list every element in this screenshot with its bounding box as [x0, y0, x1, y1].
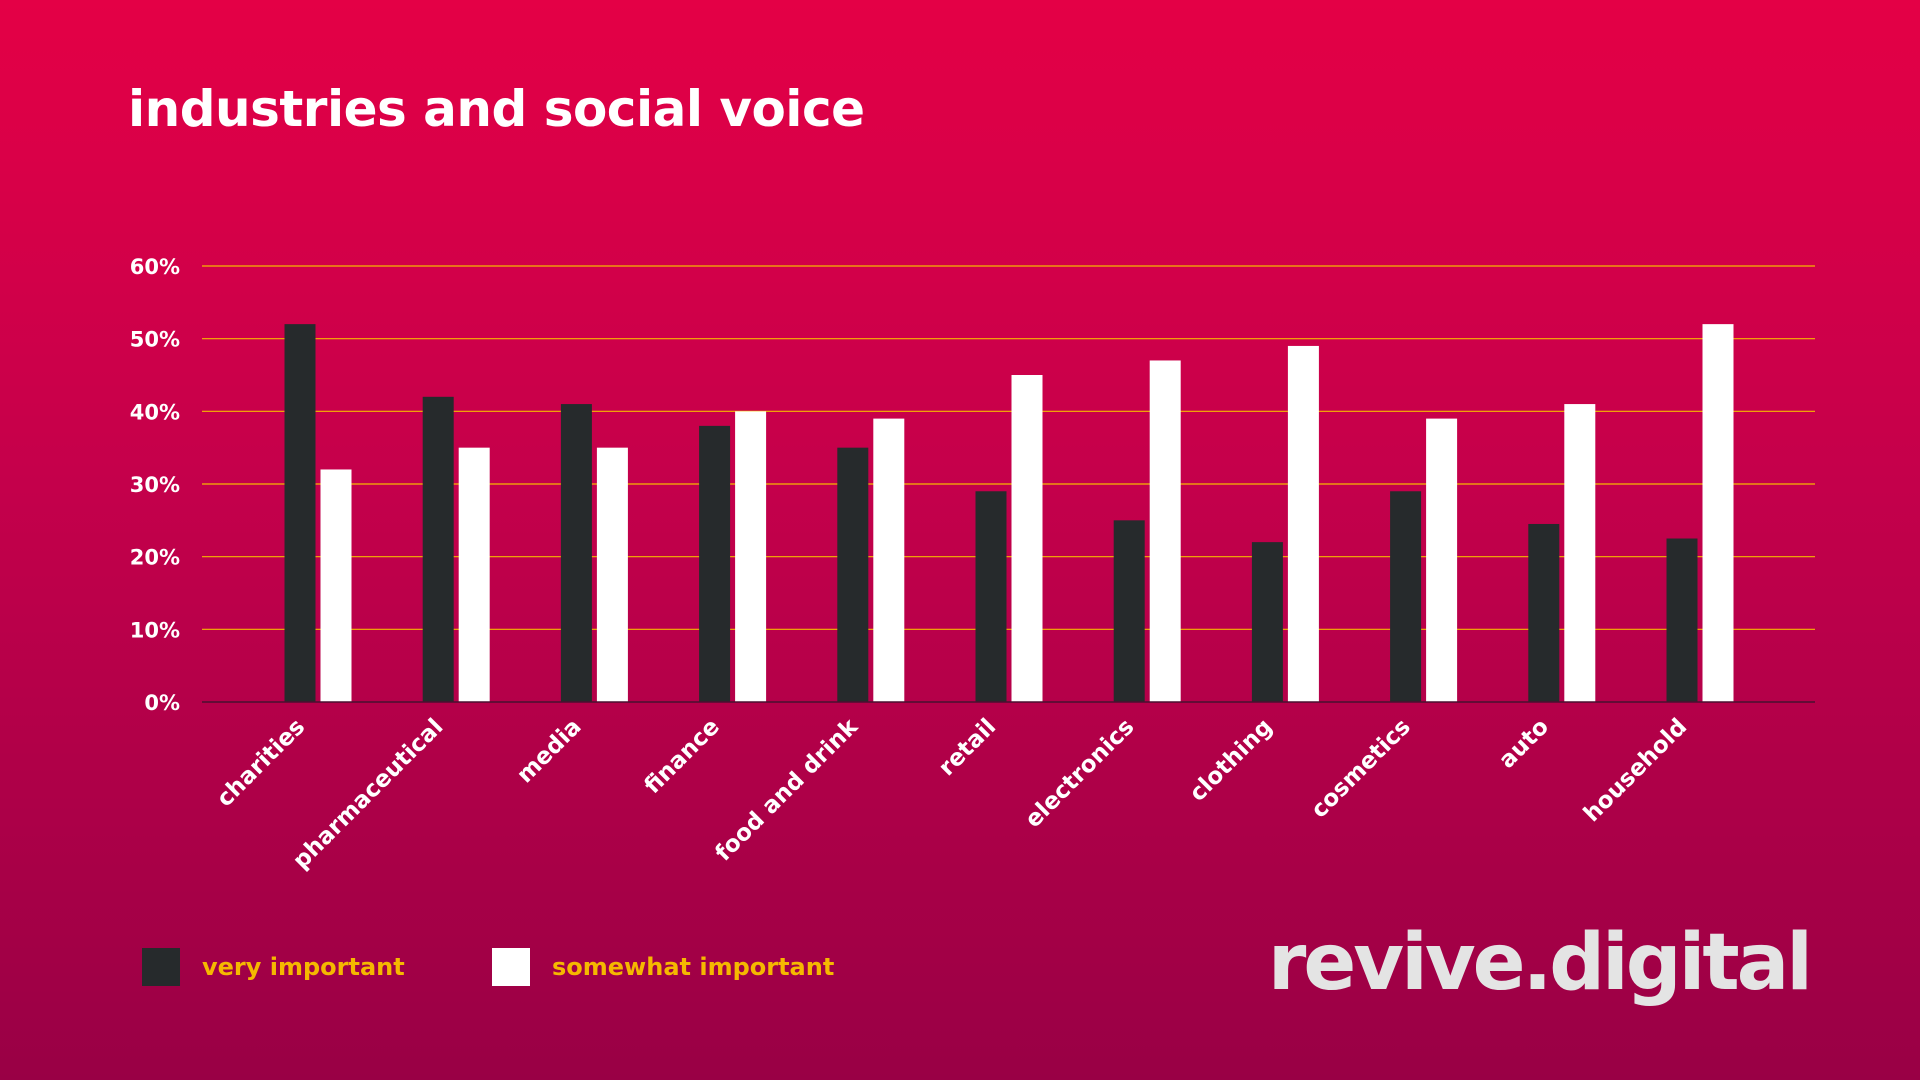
bar-very-important [975, 491, 1007, 702]
bar-somewhat-important [873, 418, 905, 702]
bar-very-important [1390, 491, 1422, 702]
x-tick-label: food and drink [710, 713, 863, 866]
bar-very-important [422, 396, 454, 702]
x-tick-label: retail [934, 714, 1001, 781]
chart-title: industries and social voice [128, 80, 865, 138]
legend-swatch-somewhat-important [492, 948, 530, 986]
y-tick-label: 40% [130, 400, 180, 424]
bar-very-important [1113, 520, 1145, 702]
y-tick-label: 20% [130, 546, 180, 570]
bar-somewhat-important [1426, 418, 1458, 702]
x-tick-label: media [512, 714, 587, 789]
bar-very-important [284, 324, 316, 702]
bar-very-important [837, 447, 869, 702]
legend-swatch-very-important [142, 948, 180, 986]
legend-label-very-important: very important [202, 953, 405, 981]
bars [284, 324, 1734, 702]
bar-very-important [699, 425, 731, 702]
x-tick-label: finance [640, 714, 725, 799]
x-tick-label: electronics [1020, 714, 1139, 833]
x-tick-label: household [1579, 714, 1692, 827]
bar-somewhat-important [1702, 324, 1734, 702]
y-tick-label: 30% [130, 473, 180, 497]
bar-very-important [1528, 523, 1560, 702]
bar-somewhat-important [320, 469, 352, 702]
revive-digital-logo: revive.digital [1267, 918, 1813, 1008]
bar-somewhat-important [735, 411, 767, 702]
bar-somewhat-important [1287, 345, 1319, 702]
bar-very-important [1666, 538, 1698, 702]
x-tick-label: clothing [1185, 714, 1278, 807]
y-tick-label: 60% [130, 255, 180, 279]
x-tick-label: pharmaceutical [288, 714, 448, 874]
legend-very-important: very important [142, 948, 405, 986]
x-tick-label: cosmetics [1306, 714, 1416, 824]
y-tick-label: 0% [144, 691, 180, 715]
y-tick-label: 10% [130, 618, 180, 642]
x-tick-label: auto [1494, 714, 1554, 774]
legend-label-somewhat-important: somewhat important [552, 953, 835, 981]
bar-somewhat-important [1564, 404, 1596, 702]
y-tick-label: 50% [130, 328, 180, 352]
bar-somewhat-important [1149, 360, 1181, 702]
y-axis-ticks: 0% 10% 20% 30% 40% 50% 60% [130, 255, 180, 715]
bar-somewhat-important [596, 447, 628, 702]
x-tick-label: charities [212, 714, 310, 812]
legend-somewhat-important: somewhat important [492, 948, 834, 986]
bar-very-important [560, 404, 592, 702]
bar-very-important [1251, 542, 1283, 702]
bar-somewhat-important [458, 447, 490, 702]
bar-somewhat-important [1011, 375, 1043, 702]
